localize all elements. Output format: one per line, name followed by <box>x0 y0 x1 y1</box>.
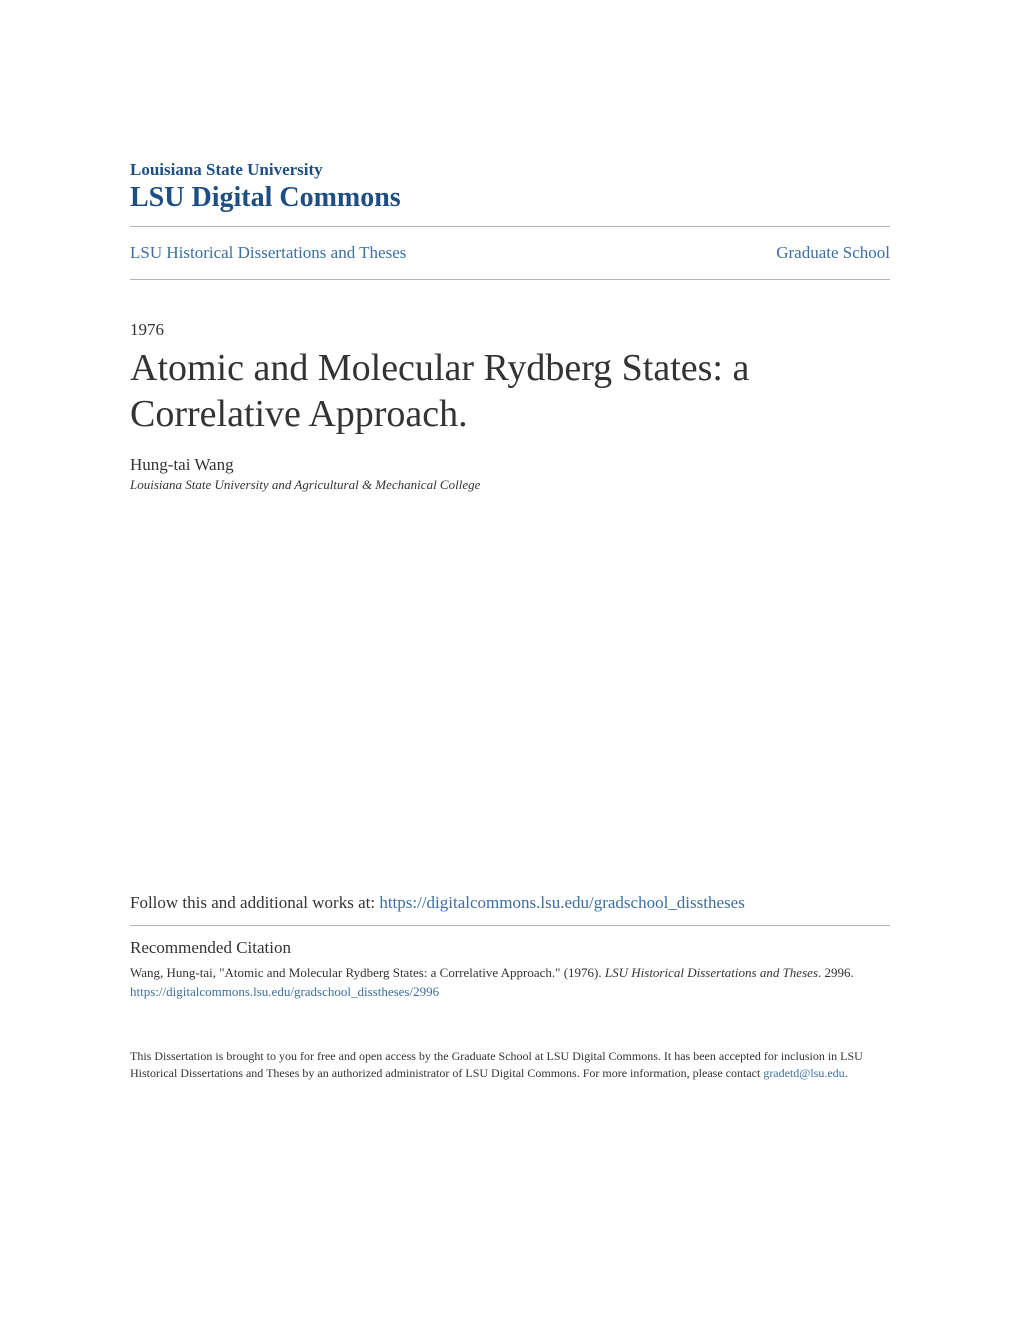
follow-label: Follow this and additional works at: <box>130 893 379 912</box>
divider-follow <box>130 925 890 926</box>
citation-heading: Recommended Citation <box>130 938 890 958</box>
citation-part1: Wang, Hung-tai, "Atomic and Molecular Ry… <box>130 965 605 980</box>
follow-section: Follow this and additional works at: htt… <box>130 893 890 913</box>
publication-year: 1976 <box>130 320 890 340</box>
footer-period: . <box>845 1066 848 1080</box>
citation-italic: LSU Historical Dissertations and Theses <box>605 965 818 980</box>
citation-section: Recommended Citation Wang, Hung-tai, "At… <box>130 938 890 1000</box>
divider-nav <box>130 279 890 280</box>
nav-bar: LSU Historical Dissertations and Theses … <box>130 239 890 267</box>
paper-title: Atomic and Molecular Rydberg States: a C… <box>130 346 890 437</box>
commons-name[interactable]: LSU Digital Commons <box>130 182 890 214</box>
university-name: Louisiana State University <box>130 160 890 180</box>
citation-part2: . 2996. <box>818 965 854 980</box>
nav-link-school[interactable]: Graduate School <box>776 243 890 263</box>
nav-link-collection[interactable]: LSU Historical Dissertations and Theses <box>130 243 406 263</box>
header-section: Louisiana State University LSU Digital C… <box>130 160 890 214</box>
footer-email-link[interactable]: gradetd@lsu.edu <box>763 1066 844 1080</box>
author-affiliation: Louisiana State University and Agricultu… <box>130 477 890 493</box>
footer-body: This Dissertation is brought to you for … <box>130 1049 863 1080</box>
follow-link[interactable]: https://digitalcommons.lsu.edu/gradschoo… <box>379 893 744 912</box>
divider-top <box>130 226 890 227</box>
author-name: Hung-tai Wang <box>130 455 890 475</box>
footer-text: This Dissertation is brought to you for … <box>130 1048 890 1082</box>
citation-link[interactable]: https://digitalcommons.lsu.edu/gradschoo… <box>130 984 890 1000</box>
citation-text: Wang, Hung-tai, "Atomic and Molecular Ry… <box>130 964 890 982</box>
